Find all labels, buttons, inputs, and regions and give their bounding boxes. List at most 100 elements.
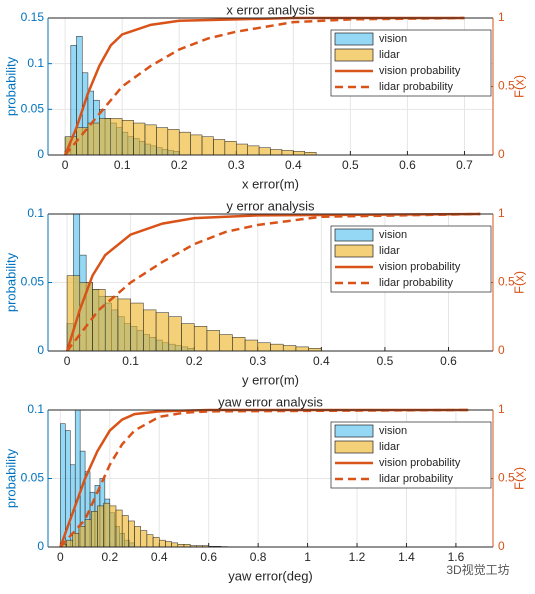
legend-label: vision probability — [379, 261, 461, 273]
histogram-bar — [152, 537, 160, 548]
y-axis-label: probability — [3, 448, 18, 508]
histogram-bar — [140, 530, 148, 548]
x-tick-label: 1.2 — [349, 550, 366, 564]
histogram-bar — [133, 122, 146, 156]
x-tick-label: 0.6 — [399, 158, 416, 172]
x-tick-label: 0.7 — [456, 158, 473, 172]
histogram-bar — [293, 151, 305, 156]
legend-label: lidar probability — [379, 473, 453, 485]
y-tick-label: 0.1 — [27, 56, 44, 70]
histogram-bar — [156, 127, 169, 156]
x-tick-label: 0.6 — [200, 550, 217, 564]
y-tick-label: 0.1 — [27, 206, 44, 220]
histogram-bar — [213, 139, 226, 156]
y2-axis-label: F(x) — [511, 75, 526, 98]
y-tick-label: 0 — [37, 147, 44, 161]
histogram-bar — [167, 129, 180, 156]
histogram-bar — [247, 145, 260, 156]
histogram-bar — [91, 511, 98, 548]
histogram-bar — [165, 541, 172, 548]
histogram-bar — [78, 526, 86, 548]
x-axis-label: x error(m) — [242, 176, 299, 191]
y-tick-label: 0.15 — [21, 10, 45, 24]
x-tick-label: 0 — [62, 158, 69, 172]
y2-tick-label: 0 — [498, 147, 505, 161]
x-tick-label: 0.2 — [186, 354, 203, 368]
legend-label: vision — [379, 33, 407, 45]
x-tick-label: 0.1 — [122, 354, 139, 368]
x-tick-label: 0.3 — [249, 354, 266, 368]
histogram-bar — [143, 309, 157, 352]
cdf-line — [66, 212, 481, 352]
x-axis-label: y error(m) — [242, 372, 299, 387]
legend-swatch — [334, 244, 374, 258]
x-tick-label: 0.2 — [101, 550, 118, 564]
histogram-bar — [159, 539, 166, 548]
histogram-bar — [76, 127, 89, 156]
histogram-bar — [72, 533, 80, 548]
histogram-bar — [117, 298, 131, 352]
subplot: 0 0.1 0.2 0.3 0.4 0.5 0.6 0.7 0 0.05 0.1 0.15 0 0.5 1 x… — [3, 2, 526, 191]
histogram-bar — [92, 289, 106, 352]
subplot: 0 0.2 0.4 0.6 0.8 1 1.2 1.4 1.6 0 0.05 0.1 0 0.5 1 yaw … — [3, 394, 526, 583]
histogram-bar — [155, 312, 170, 352]
x-tick-label: 0 — [64, 354, 71, 368]
histogram-bar — [103, 502, 111, 548]
histogram-bar — [282, 345, 297, 352]
histogram-bar — [84, 519, 92, 548]
y2-tick-label: 0.5 — [498, 79, 515, 93]
legend-label: lidar — [379, 245, 400, 257]
histogram-bar — [201, 136, 214, 156]
histogram-bar — [295, 346, 309, 352]
legend: vision lidar vision probability lidar proba… — [330, 29, 492, 97]
histogram-bar — [257, 342, 271, 352]
x-tick-label: 0.8 — [250, 550, 267, 564]
x-tick-label: 0.5 — [377, 354, 394, 368]
histogram-bar — [99, 118, 112, 156]
y-tick-label: 0.1 — [27, 402, 44, 416]
y-axis-label: probability — [3, 56, 18, 116]
x-tick-label: 0.4 — [151, 550, 168, 564]
legend-label: vision probability — [379, 65, 461, 77]
legend-label: lidar — [379, 441, 400, 453]
cdf-line — [59, 408, 469, 548]
histogram-bar — [258, 147, 271, 156]
histogram-bar — [232, 337, 246, 352]
histogram-bar — [134, 526, 141, 548]
histogram-bar — [66, 539, 73, 548]
y-tick-label: 0.05 — [21, 471, 45, 485]
histogram-bar — [104, 295, 119, 352]
histogram-bar — [144, 124, 157, 156]
legend-swatch — [334, 48, 374, 62]
x-axis-label: yaw error(deg) — [228, 568, 313, 583]
histogram-bar — [193, 326, 208, 352]
histogram-bar — [171, 542, 179, 548]
y2-tick-label: 0 — [498, 343, 505, 357]
legend-label: vision probability — [379, 457, 461, 469]
y2-tick-label: 0 — [498, 539, 505, 553]
y2-tick-label: 0.5 — [498, 471, 515, 485]
x-tick-label: 0.4 — [313, 354, 330, 368]
histogram-bar — [190, 134, 203, 156]
x-tick-label: 0.3 — [228, 158, 245, 172]
histogram-bar — [270, 149, 283, 156]
histogram-bar — [244, 339, 259, 352]
y2-axis-label: F(x) — [511, 271, 526, 294]
histogram-bar — [97, 505, 104, 548]
y2-tick-label: 0.5 — [498, 275, 515, 289]
histogram-bar — [121, 120, 134, 156]
y2-tick-label: 1 — [498, 402, 505, 416]
legend: vision lidar vision probability lidar proba… — [330, 421, 492, 489]
histogram-bar — [168, 316, 182, 352]
histogram-bar — [130, 302, 144, 352]
histogram-bar — [224, 141, 237, 156]
histogram-bar — [121, 515, 129, 548]
histogram-bar — [110, 118, 123, 156]
histogram-bar — [178, 131, 191, 156]
legend-swatch — [334, 424, 374, 438]
chart-title: yaw error analysis — [218, 394, 323, 409]
y-tick-label: 0.05 — [21, 102, 45, 116]
legend-swatch — [334, 228, 374, 242]
legend-label: lidar probability — [379, 81, 453, 93]
legend-label: vision — [379, 425, 407, 437]
